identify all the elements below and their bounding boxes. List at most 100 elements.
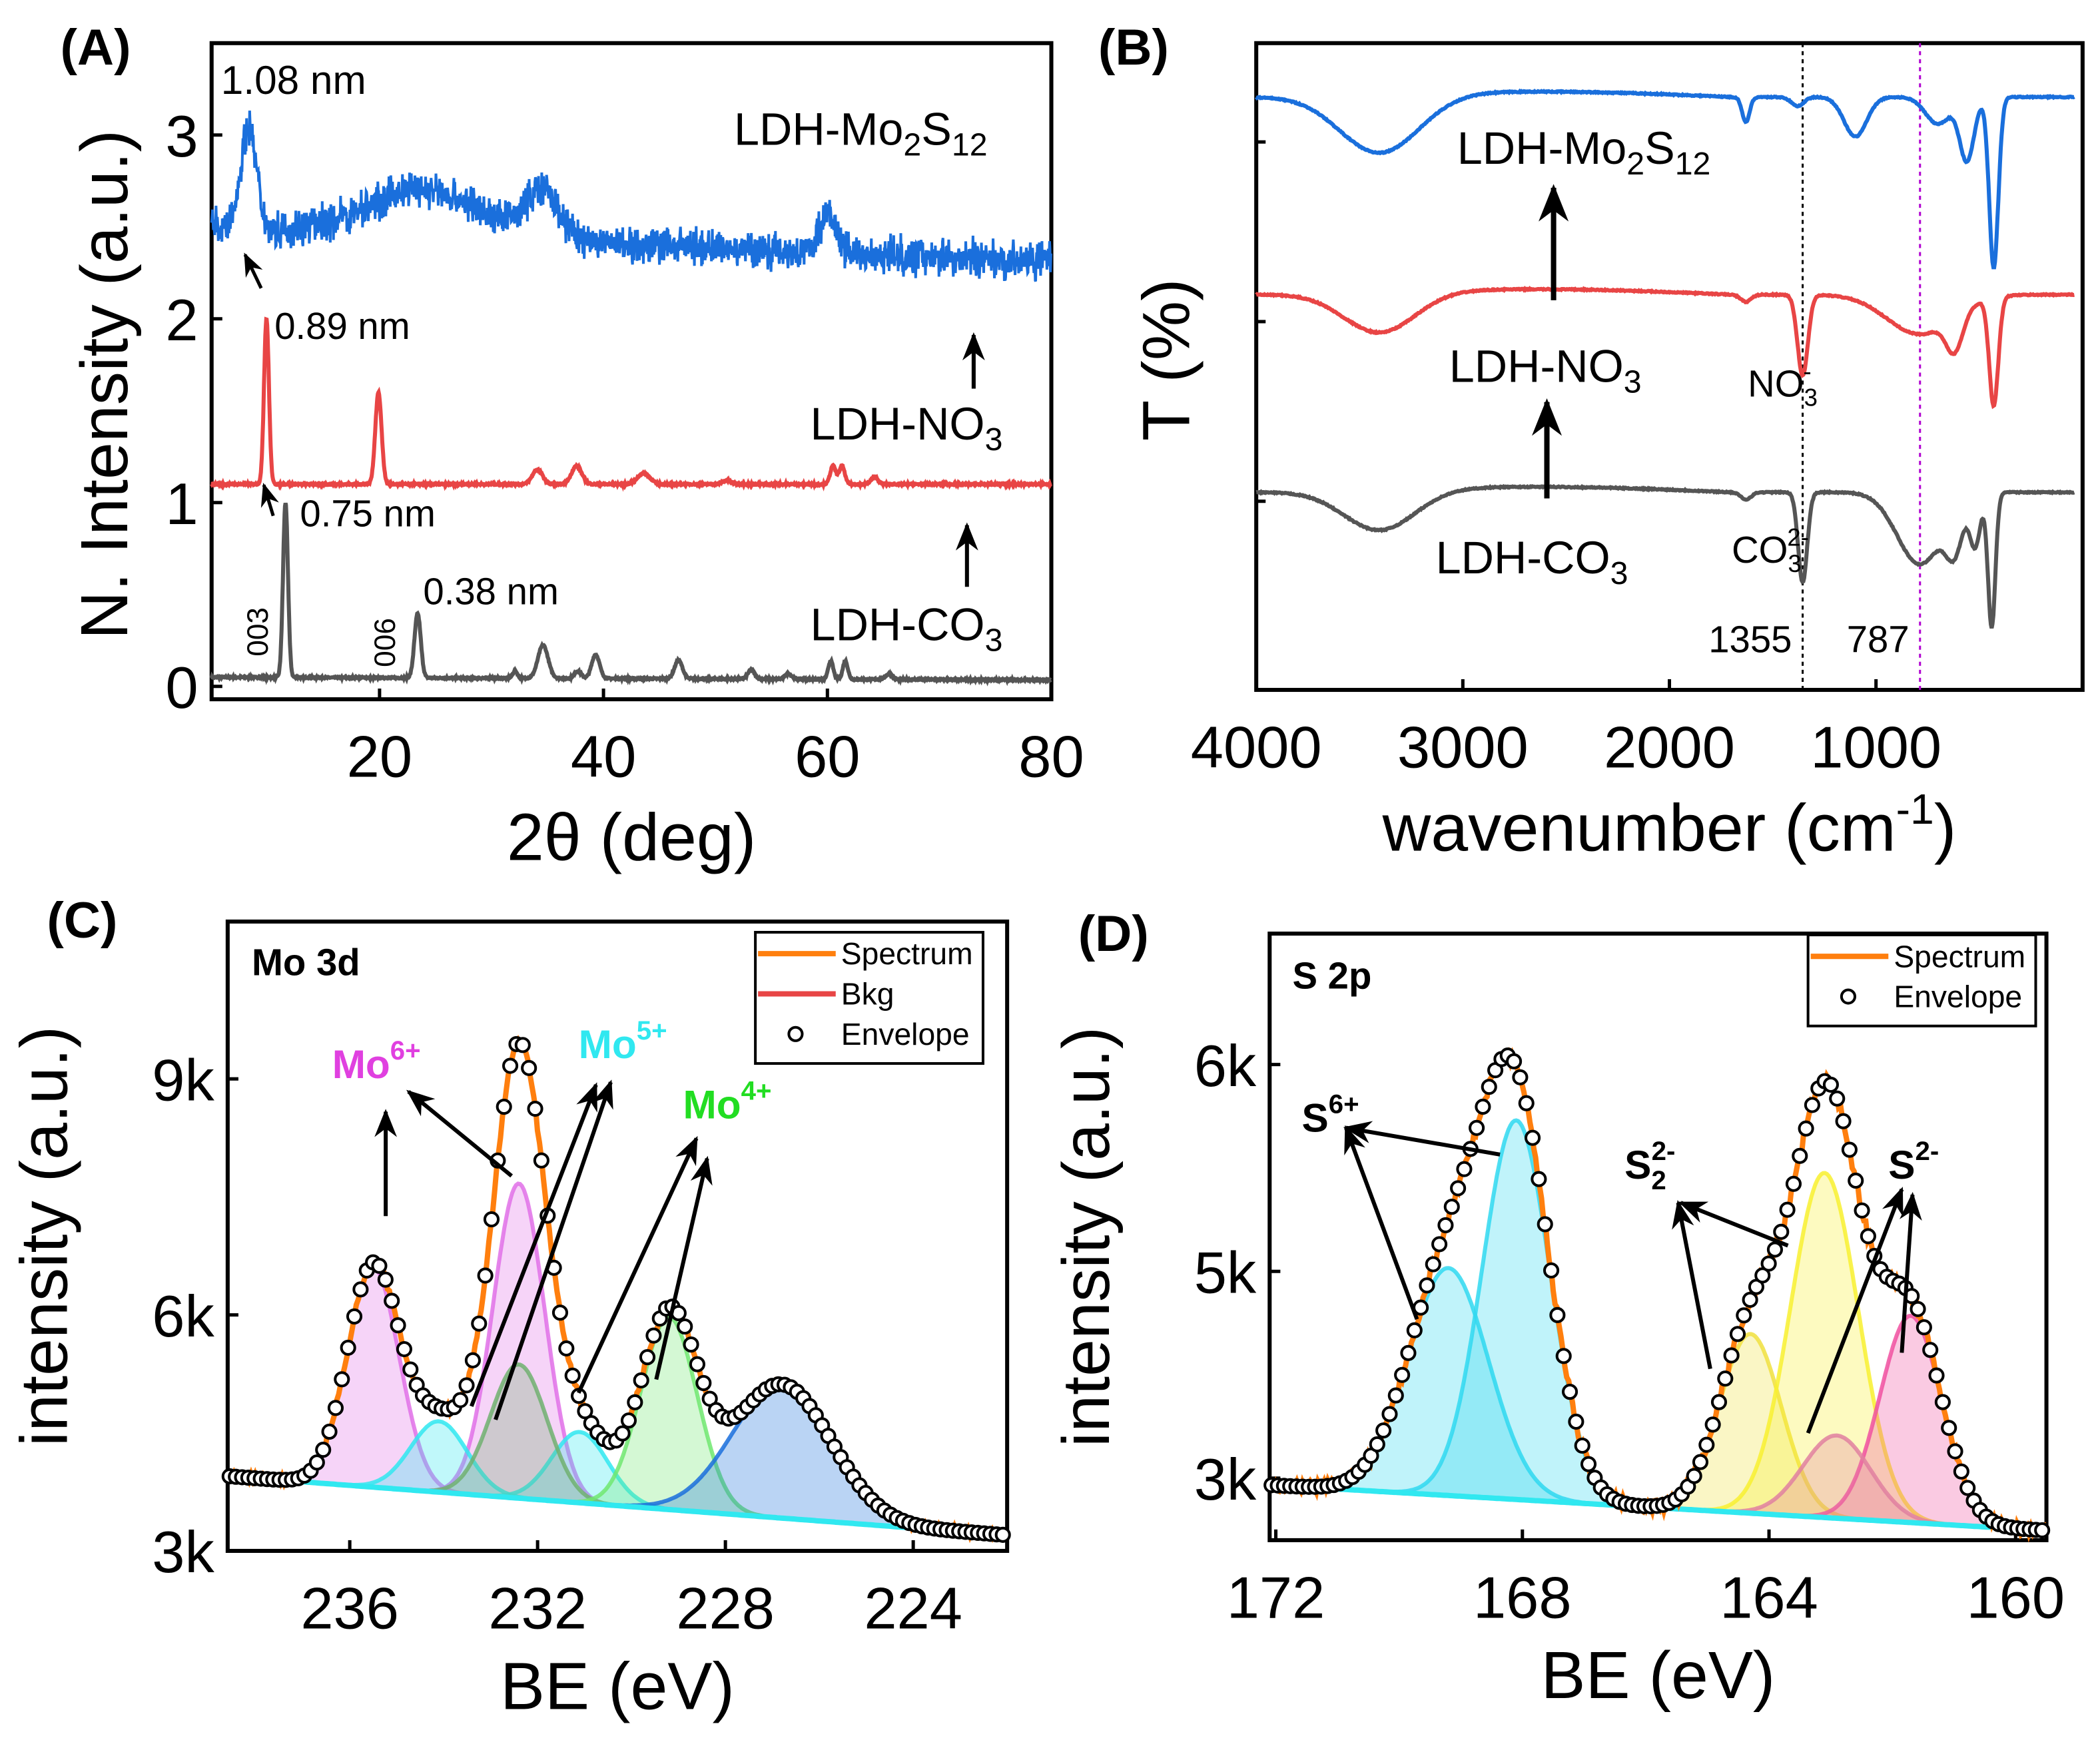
envelope-marker bbox=[1704, 1416, 1721, 1433]
x-tick-label: 160 bbox=[1966, 1565, 2065, 1631]
annotation-arrow bbox=[654, 1155, 713, 1380]
envelope-marker bbox=[371, 1257, 388, 1274]
y-axis-label: T (%) bbox=[1130, 278, 1204, 441]
background-line bbox=[227, 1473, 1006, 1538]
series-line-ldh-mo2s12 bbox=[210, 111, 1052, 282]
component-fill bbox=[227, 1421, 1006, 1536]
series-label: LDH-NO3 bbox=[1449, 342, 1642, 400]
envelope-marker bbox=[1456, 1161, 1473, 1177]
text-part: LDH-CO bbox=[1436, 533, 1610, 583]
envelope-marker bbox=[533, 1152, 549, 1169]
envelope-marker bbox=[384, 1293, 400, 1309]
text-part: Mo bbox=[332, 1041, 390, 1087]
envelope-marker bbox=[1947, 1443, 1963, 1460]
text-part: 2- bbox=[1916, 1136, 1939, 1166]
text-part: LDH-NO bbox=[1449, 342, 1624, 392]
plot-frame bbox=[1267, 931, 2049, 1542]
y-axis-label: N. Intensity (a.u.) bbox=[67, 130, 142, 639]
text-part: 3 bbox=[1624, 364, 1642, 400]
series-line-ldh-no3 bbox=[1255, 286, 2075, 410]
envelope-marker bbox=[1537, 1216, 1553, 1233]
y-tick-label: 3 bbox=[165, 103, 198, 169]
reference-line-label: 1355 bbox=[1708, 619, 1792, 661]
x-tick-label: 164 bbox=[1720, 1565, 1818, 1631]
text-part: 2- bbox=[1787, 524, 1809, 551]
text-part: 3 bbox=[985, 422, 1003, 457]
envelope-marker bbox=[1512, 1069, 1529, 1085]
envelope-marker bbox=[1922, 1342, 1939, 1358]
envelope-marker bbox=[514, 1037, 531, 1053]
envelope-marker bbox=[334, 1371, 350, 1388]
component-fill bbox=[227, 1267, 1006, 1536]
y-tick-label: 3k bbox=[1194, 1446, 1257, 1512]
envelope-marker bbox=[1525, 1129, 1541, 1146]
text-part: 6+ bbox=[390, 1035, 421, 1065]
text-part: 12 bbox=[952, 127, 988, 163]
envelope-marker bbox=[2034, 1522, 2051, 1539]
envelope-marker bbox=[1450, 1180, 1467, 1197]
x-tick-label: 80 bbox=[1018, 724, 1084, 790]
envelope-marker bbox=[315, 1442, 332, 1458]
x-tick-label: 232 bbox=[488, 1576, 587, 1641]
legend-label: Spectrum bbox=[841, 936, 973, 971]
text-part: 2 bbox=[1626, 146, 1644, 182]
state-label: S6+ bbox=[1302, 1089, 1359, 1140]
envelope-marker bbox=[1698, 1436, 1715, 1453]
plot-frame bbox=[209, 41, 1054, 702]
panel-label: (A) bbox=[60, 19, 131, 76]
envelope-marker bbox=[1717, 1370, 1734, 1387]
envelope-marker bbox=[1928, 1367, 1945, 1384]
envelope-marker bbox=[1425, 1256, 1441, 1273]
peak-annotation: 1.08 nm bbox=[221, 57, 366, 103]
text-part: CO bbox=[1732, 529, 1788, 571]
panel-label: (B) bbox=[1098, 19, 1169, 76]
peak-annotation: 0.89 nm bbox=[274, 305, 410, 347]
envelope-marker bbox=[458, 1377, 475, 1394]
envelope-marker bbox=[1431, 1236, 1448, 1253]
text-part: 3 bbox=[1610, 555, 1628, 591]
envelope-marker bbox=[1854, 1202, 1870, 1219]
text-part: S bbox=[1644, 123, 1675, 174]
envelope-marker bbox=[1400, 1344, 1417, 1361]
series-label: LDH-CO3 bbox=[1436, 533, 1628, 591]
y-tick-label: 5k bbox=[1194, 1239, 1257, 1305]
legend-swatch bbox=[1840, 988, 1857, 1005]
series-line-ldh-mo2s12 bbox=[1254, 88, 2075, 270]
text-part: 3 bbox=[1788, 550, 1801, 577]
text-part: S bbox=[1624, 1142, 1651, 1187]
envelope-marker bbox=[1736, 1307, 1752, 1324]
envelope-marker bbox=[1469, 1119, 1485, 1136]
envelope-marker bbox=[464, 1352, 481, 1368]
series-line-ldh-no3 bbox=[210, 316, 1053, 492]
envelope-marker bbox=[1481, 1079, 1497, 1095]
legend-label: Bkg bbox=[841, 977, 894, 1012]
y-tick-label: 9k bbox=[152, 1047, 214, 1113]
annotation-arrow bbox=[1678, 1201, 1789, 1248]
text-part: S bbox=[1888, 1142, 1915, 1187]
legend-label: Envelope bbox=[841, 1017, 970, 1051]
envelope-marker bbox=[352, 1281, 369, 1298]
envelope-marker bbox=[558, 1340, 575, 1357]
x-tick-label: 20 bbox=[347, 724, 412, 790]
x-tick-label: 228 bbox=[676, 1576, 775, 1641]
x-tick-label: 40 bbox=[571, 724, 636, 790]
panel-label: (D) bbox=[1078, 906, 1149, 962]
envelope-marker bbox=[1835, 1113, 1852, 1129]
x-tick-label: 60 bbox=[795, 724, 860, 790]
x-tick-label: 2000 bbox=[1604, 715, 1735, 780]
text-part: ) bbox=[1934, 790, 1956, 865]
envelope-marker bbox=[1369, 1436, 1385, 1453]
envelope-marker bbox=[1779, 1201, 1796, 1218]
envelope-marker bbox=[1419, 1277, 1435, 1294]
envelope-marker bbox=[614, 1425, 631, 1442]
envelope-marker bbox=[346, 1308, 363, 1324]
legend-label: Envelope bbox=[1894, 980, 2022, 1014]
envelope-marker bbox=[1848, 1172, 1864, 1189]
envelope-marker bbox=[1953, 1463, 1969, 1480]
envelope-marker bbox=[564, 1367, 581, 1384]
x-axis-label: BE (eV) bbox=[500, 1649, 735, 1723]
envelope-marker bbox=[1543, 1262, 1560, 1279]
envelope-marker bbox=[994, 1526, 1011, 1543]
component-fill bbox=[1269, 1173, 2047, 1531]
